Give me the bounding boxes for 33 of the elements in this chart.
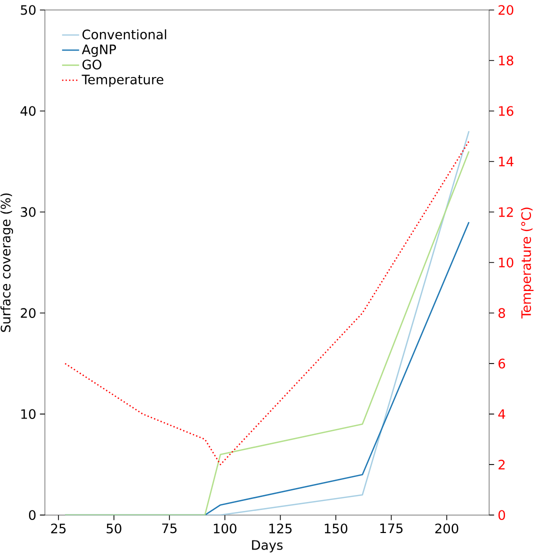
- y2-tick-label: 4: [498, 409, 506, 419]
- x-tick-label: 100: [214, 524, 236, 534]
- x-tick-label: 150: [324, 524, 348, 534]
- x-axis-title: Days: [252, 540, 283, 552]
- y-axis-title: Surface coverage (%): [0, 193, 14, 332]
- x-tick-label: 175: [380, 524, 403, 534]
- legend-label: Conventional: [82, 29, 166, 40]
- y2-tick-label: 12: [499, 207, 513, 217]
- y2-tick-label: 20: [498, 5, 514, 15]
- y2-tick-label: 8: [498, 308, 506, 318]
- y-tick-label: 50: [20, 5, 36, 15]
- y2-tick-label: 2: [498, 460, 505, 470]
- y2-tick-label: 18: [499, 56, 514, 66]
- x-tick-label: 25: [51, 524, 66, 534]
- y2-tick-label: 14: [499, 156, 514, 166]
- x-tick-label: 200: [435, 524, 458, 534]
- y2-axis-title: Temperature (°C): [521, 208, 534, 319]
- y2-tick-label: 6: [498, 358, 506, 368]
- y2-tick-label: 0: [498, 510, 506, 520]
- y-tick-label: 30: [20, 207, 36, 217]
- legend-label: Temperature: [82, 74, 164, 87]
- y-tick-label: 10: [21, 409, 36, 419]
- legend-label: GO: [82, 60, 102, 70]
- legend-label: AgNP: [82, 44, 116, 57]
- y2-tick-label: 10: [499, 258, 514, 268]
- y-tick-label: 40: [20, 106, 36, 116]
- y-tick-label: 0: [29, 510, 36, 520]
- line-series: [64, 140, 470, 466]
- y-tick-label: 20: [20, 308, 36, 318]
- x-tick-label: 125: [269, 524, 292, 534]
- x-tick-label: 50: [106, 524, 122, 534]
- y2-tick-label: 16: [499, 106, 514, 116]
- x-tick-label: 75: [162, 524, 177, 534]
